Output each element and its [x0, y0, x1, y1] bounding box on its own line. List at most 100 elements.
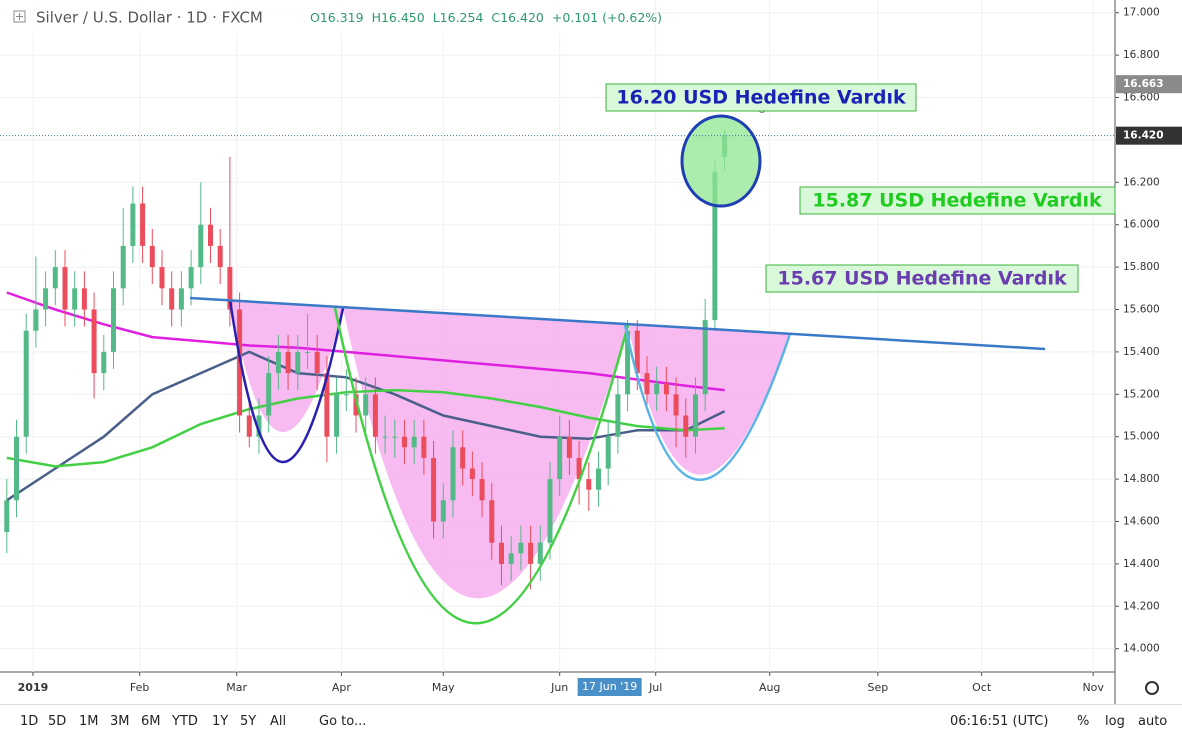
- y-tick-label: 14.000: [1123, 643, 1160, 655]
- candle-body: [81, 288, 87, 310]
- annotation-box: [799, 186, 1116, 215]
- candle-body: [52, 267, 58, 289]
- price-badge: [1116, 75, 1182, 94]
- candle-body: [431, 457, 437, 522]
- annotation: 16.20 USD Hedefine Vardık: [616, 87, 906, 109]
- x-tick-label: Sep: [867, 681, 888, 694]
- candle-body: [275, 351, 281, 374]
- x-tick-label: Feb: [130, 681, 149, 694]
- candle-body: [489, 500, 495, 543]
- candle-body: [392, 436, 398, 438]
- candle-body: [411, 436, 417, 448]
- range-button[interactable]: 5Y: [240, 714, 257, 729]
- ohlc-header: O16.319 H16.450 L16.254 C16.420 +0.101 (+0.6…: [310, 10, 662, 25]
- y-tick-label: 16.200: [1123, 176, 1160, 188]
- symbol-title[interactable]: Silver / U.S. Dollar · 1D · FXCM: [36, 9, 263, 27]
- candle-body: [576, 457, 582, 480]
- candle-body: [217, 245, 223, 268]
- scale-option[interactable]: log: [1105, 714, 1125, 729]
- candle-body: [654, 383, 660, 395]
- candle-body: [149, 245, 155, 268]
- candle-body: [43, 288, 49, 310]
- y-tick-label: 14.800: [1123, 473, 1160, 485]
- candle-body: [498, 542, 504, 564]
- candle-body: [120, 245, 126, 289]
- candle-body: [634, 330, 640, 374]
- candle-body: [110, 288, 116, 352]
- annotation-box: [605, 83, 917, 112]
- crosshair-label: 17 Jun '19: [582, 680, 637, 693]
- candle-body: [246, 415, 252, 437]
- candle-body: [712, 171, 718, 321]
- y-tick-label: 15.800: [1123, 261, 1160, 273]
- candle-body: [518, 542, 524, 554]
- crosshair-badge: [577, 678, 642, 696]
- candle-body: [304, 351, 310, 353]
- candle-body: [692, 394, 698, 437]
- settings-icon[interactable]: [1145, 681, 1159, 695]
- x-tick-label: 2019: [18, 681, 49, 694]
- candle-body: [169, 288, 175, 310]
- y-tick-label: 14.200: [1123, 600, 1160, 612]
- candle-body: [440, 500, 446, 522]
- y-tick-label: 15.600: [1123, 304, 1160, 316]
- left-shoulder-curve: [228, 299, 345, 464]
- candle-body: [683, 415, 689, 437]
- range-button[interactable]: 1D: [20, 714, 39, 729]
- ohlc-value: C16.420: [491, 10, 544, 25]
- range-button[interactable]: 3M: [110, 714, 130, 729]
- candle-body: [566, 436, 572, 458]
- candle-body: [615, 394, 621, 437]
- price-badge-label: 16.663: [1123, 78, 1164, 90]
- range-button[interactable]: YTD: [172, 714, 198, 729]
- candle-body: [469, 468, 475, 480]
- target-circle: [680, 114, 762, 208]
- moving-average: [6, 350, 726, 502]
- candle-body: [159, 267, 165, 289]
- annotation: 15.67 USD Hedefine Vardık: [777, 268, 1067, 290]
- candle-body: [460, 447, 466, 469]
- candle-body: [508, 553, 514, 564]
- scale-option[interactable]: %: [1077, 714, 1090, 729]
- y-tick-label: 17.000: [1123, 7, 1160, 19]
- goto-button[interactable]: Go to...: [319, 714, 367, 729]
- header-bg: [0, 0, 640, 34]
- range-button[interactable]: 5D: [48, 714, 67, 729]
- candle-body: [353, 394, 359, 416]
- collapse-icon[interactable]: [13, 10, 26, 23]
- candle-body: [4, 500, 10, 533]
- candle-body: [663, 383, 669, 395]
- x-tick-label: Jul: [648, 681, 662, 694]
- candle-body: [91, 309, 97, 374]
- settings-icon[interactable]: [1145, 681, 1159, 695]
- x-tick-label: Oct: [972, 681, 992, 694]
- scale-option[interactable]: auto: [1138, 714, 1168, 729]
- candle-body: [13, 436, 19, 501]
- candle-body: [295, 351, 301, 374]
- range-button[interactable]: All: [270, 714, 287, 729]
- candle-body: [605, 436, 611, 469]
- candle-body: [140, 203, 146, 246]
- neckline: [189, 296, 1046, 351]
- y-tick-label: 16.600: [1123, 92, 1160, 104]
- x-tick-label: Jun: [550, 681, 568, 694]
- candle-body: [101, 351, 107, 374]
- candle-body: [644, 373, 650, 395]
- y-tick-label: 15.400: [1123, 346, 1160, 358]
- annotation-box: [765, 264, 1079, 293]
- candle-body: [673, 394, 679, 416]
- candle-body: [528, 542, 534, 564]
- range-button[interactable]: 1Y: [212, 714, 229, 729]
- ohlc-value: O16.319: [310, 10, 364, 25]
- range-button[interactable]: 1M: [79, 714, 99, 729]
- range-button[interactable]: 6M: [141, 714, 161, 729]
- candle-body: [372, 394, 378, 437]
- price-badge-label: 16.420: [1123, 130, 1164, 142]
- candle-body: [382, 436, 388, 438]
- candle-body: [334, 394, 340, 437]
- candle-body: [62, 267, 68, 310]
- marks: [4, 129, 728, 590]
- candle-body: [557, 436, 563, 480]
- candle-body: [401, 436, 407, 448]
